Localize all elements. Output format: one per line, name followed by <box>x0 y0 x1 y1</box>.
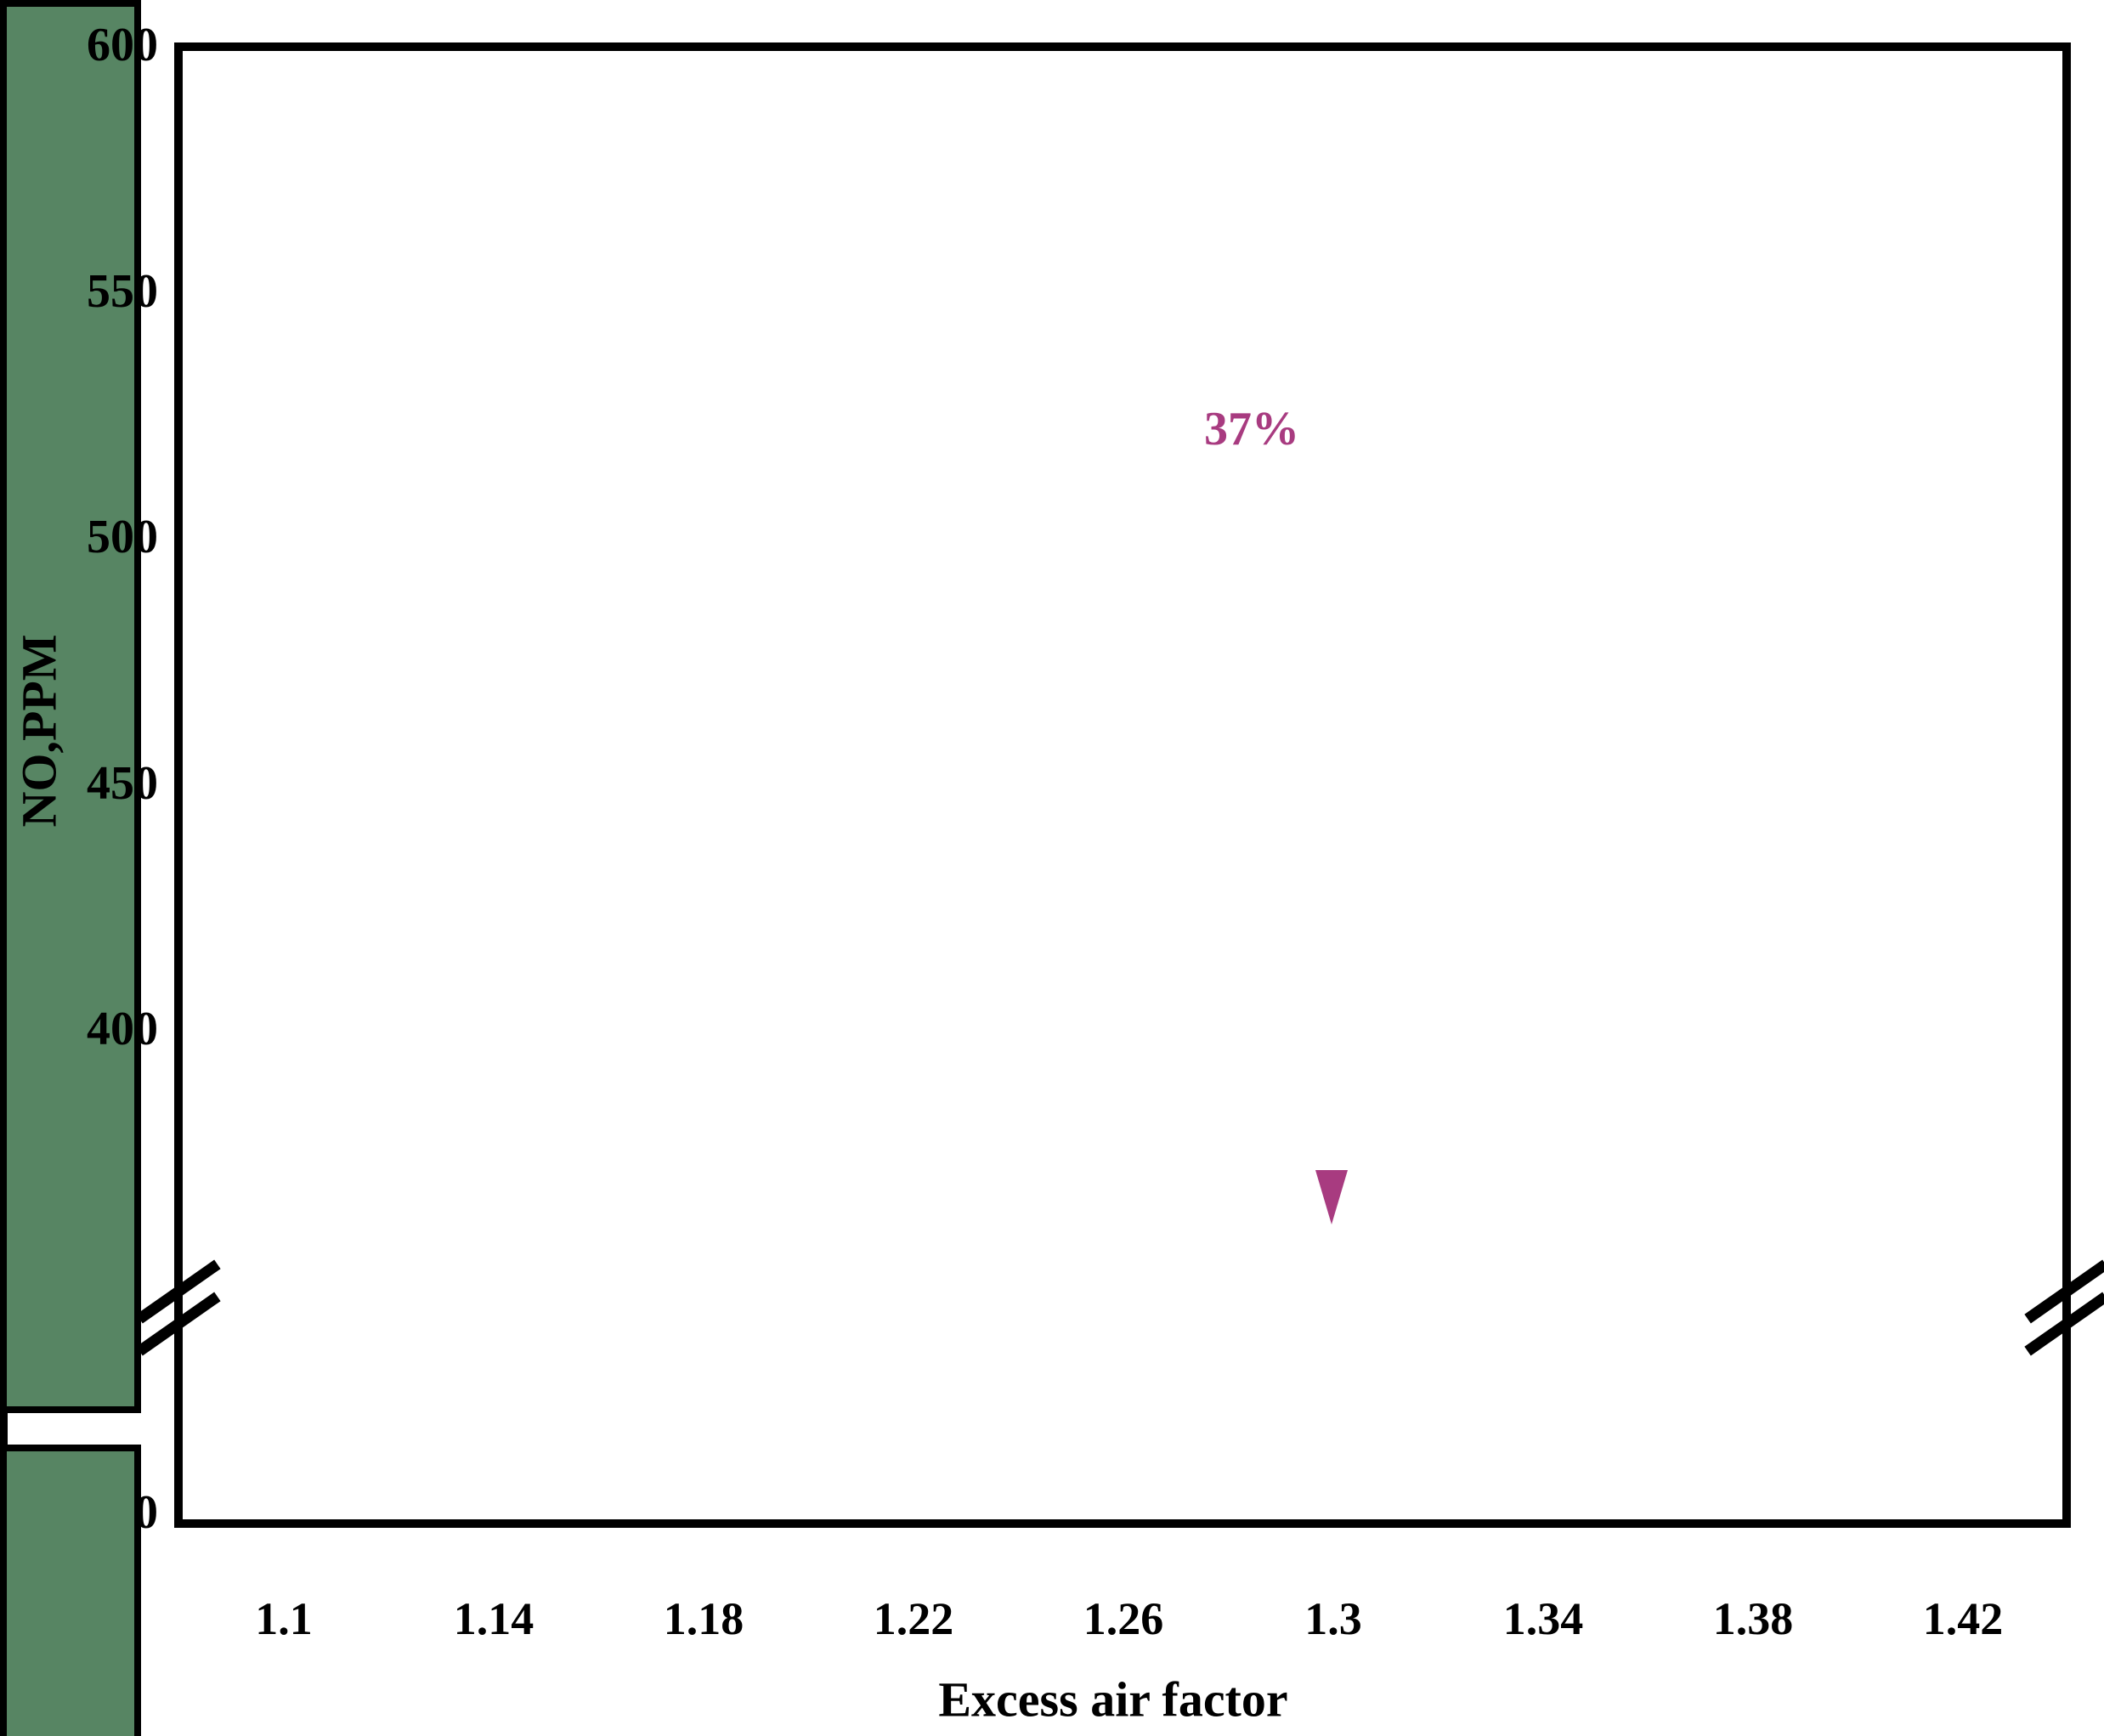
y-tick-label: 450 <box>87 756 158 810</box>
y-tick-label-zero: 0 <box>134 1486 158 1539</box>
y-tick-label: 550 <box>87 264 158 318</box>
x-axis-title: Excess air factor <box>938 1671 1288 1728</box>
x-tick-label: 1.3 <box>1304 1593 1362 1644</box>
x-tick-label: 1.26 <box>1083 1593 1164 1644</box>
plot-area <box>174 42 2071 1528</box>
bar <box>0 1444 141 1736</box>
bar <box>0 0 141 1413</box>
x-tick-label: 1.1 <box>255 1593 313 1644</box>
x-tick-label: 1.34 <box>1502 1593 1584 1644</box>
x-tick-label: 1.22 <box>873 1593 954 1644</box>
x-tick-label: 1.18 <box>663 1593 744 1644</box>
y-axis-title: NO,PPM <box>11 634 67 828</box>
y-tick-label: 400 <box>87 1003 158 1055</box>
y-tick-label: 500 <box>87 511 158 563</box>
annotation-label: 37% <box>1204 403 1299 455</box>
x-tick-label: 1.42 <box>1922 1593 2004 1644</box>
x-tick-label: 1.14 <box>453 1593 534 1644</box>
x-tick <box>0 1412 8 1445</box>
y-tick-label: 600 <box>87 19 158 71</box>
annotation-arrow-head <box>1315 1170 1348 1224</box>
x-tick-label: 1.38 <box>1712 1593 1794 1644</box>
